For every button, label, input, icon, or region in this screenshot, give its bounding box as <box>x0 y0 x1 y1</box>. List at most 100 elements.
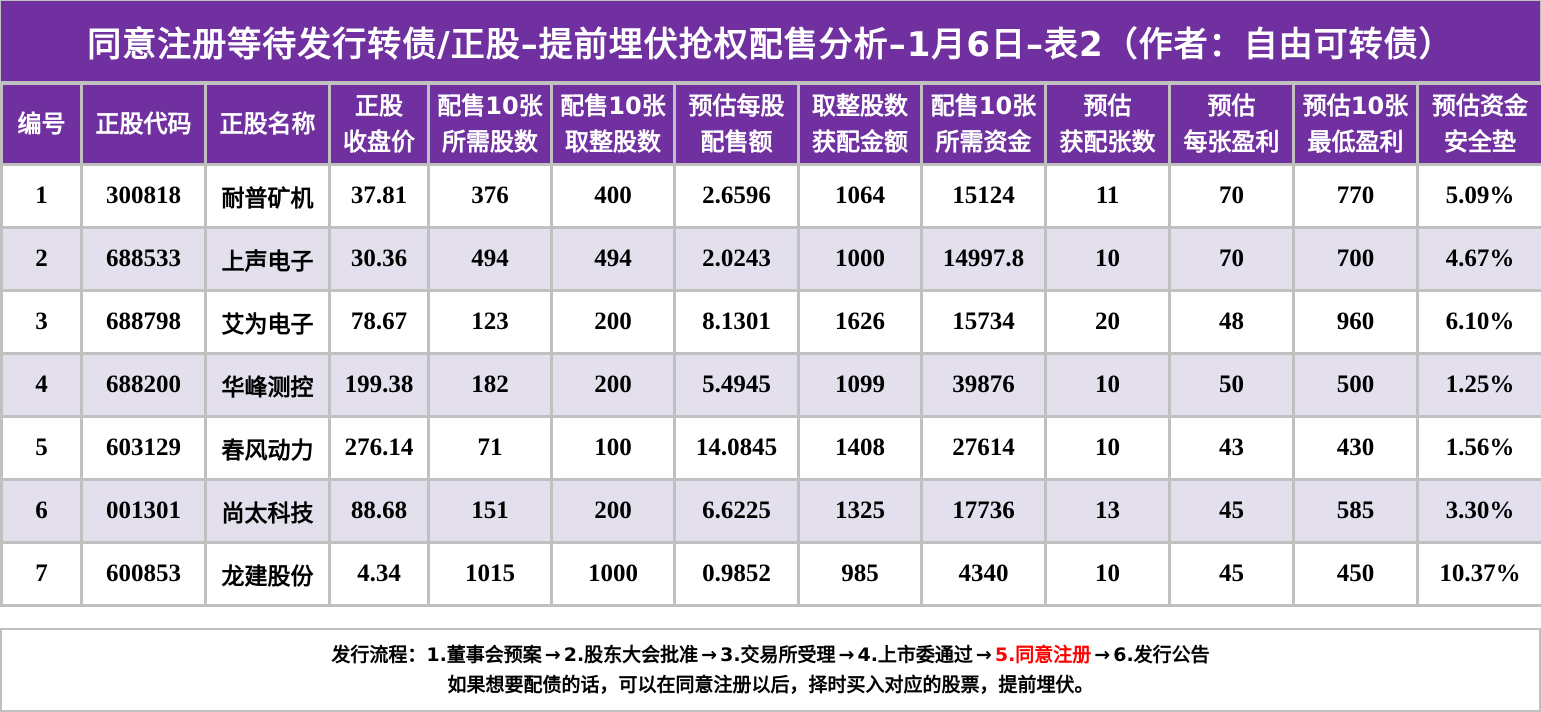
cell-stock-name: 春风动力 <box>204 415 331 481</box>
col-header-allotted-lots: 预估 获配张数 <box>1044 82 1171 166</box>
cell-rounded-shares: 200 <box>550 478 676 544</box>
cell-allotted-amount: 1408 <box>797 415 923 481</box>
cell-profit-per-lot: 43 <box>1168 415 1295 481</box>
cell-close-price: 4.34 <box>328 541 430 607</box>
cell-allotted-lots: 10 <box>1044 226 1171 292</box>
cell-stock-name: 艾为电子 <box>204 289 331 355</box>
cell-shares-needed: 1015 <box>427 541 553 607</box>
cell-allotment-per-share: 2.0243 <box>673 226 800 292</box>
header-row: 编号 正股代码 正股名称 正股 收盘价 配售10张 所需股数 配售10张 取整股数 预… <box>0 82 1541 166</box>
process-step: 4.上市委通过 <box>857 644 973 666</box>
table-row: 3 688798 艾为电子 78.67 123 200 8.1301 1626 … <box>0 289 1541 355</box>
table-row: 4 688200 华峰测控 199.38 182 200 5.4945 1099… <box>0 352 1541 418</box>
cell-rounded-shares: 200 <box>550 352 676 418</box>
cell-index: 4 <box>0 352 83 418</box>
cell-profit-per-lot: 70 <box>1168 163 1295 229</box>
cell-min-profit: 585 <box>1292 478 1419 544</box>
cell-shares-needed: 151 <box>427 478 553 544</box>
cell-allotted-lots: 10 <box>1044 352 1171 418</box>
allotment-table: 编号 正股代码 正股名称 正股 收盘价 配售10张 所需股数 配售10张 取整股数 预… <box>0 82 1541 607</box>
cell-profit-per-lot: 50 <box>1168 352 1295 418</box>
cell-safety-margin: 6.10% <box>1416 289 1541 355</box>
table-row: 7 600853 龙建股份 4.34 1015 1000 0.9852 985 … <box>0 541 1541 607</box>
cell-rounded-shares: 200 <box>550 289 676 355</box>
cell-stock-code: 688798 <box>80 289 207 355</box>
cell-stock-name: 尚太科技 <box>204 478 331 544</box>
cell-allotted-amount: 1000 <box>797 226 923 292</box>
cell-shares-needed: 71 <box>427 415 553 481</box>
col-header-allotted-amount: 取整股数 获配金额 <box>797 82 923 166</box>
table-row: 6 001301 尚太科技 88.68 151 200 6.6225 1325 … <box>0 478 1541 544</box>
cell-min-profit: 770 <box>1292 163 1419 229</box>
cell-close-price: 37.81 <box>328 163 430 229</box>
cell-capital-needed: 15124 <box>920 163 1047 229</box>
cell-stock-name: 耐普矿机 <box>204 163 331 229</box>
cell-shares-needed: 123 <box>427 289 553 355</box>
col-header-stock-code: 正股代码 <box>80 82 207 166</box>
cell-rounded-shares: 100 <box>550 415 676 481</box>
cell-index: 7 <box>0 541 83 607</box>
cell-rounded-shares: 494 <box>550 226 676 292</box>
col-header-safety-margin: 预估资金 安全垫 <box>1416 82 1541 166</box>
arrow-right-icon: → <box>544 644 561 666</box>
cell-close-price: 276.14 <box>328 415 430 481</box>
cell-allotted-amount: 985 <box>797 541 923 607</box>
cell-shares-needed: 494 <box>427 226 553 292</box>
arrow-right-icon: → <box>1094 644 1111 666</box>
cell-capital-needed: 14997.8 <box>920 226 1047 292</box>
arrow-right-icon: → <box>701 644 718 666</box>
cell-index: 1 <box>0 163 83 229</box>
cell-allotment-per-share: 5.4945 <box>673 352 800 418</box>
cell-profit-per-lot: 45 <box>1168 478 1295 544</box>
cell-close-price: 78.67 <box>328 289 430 355</box>
process-step: 1.董事会预案 <box>426 644 542 666</box>
cell-rounded-shares: 1000 <box>550 541 676 607</box>
cell-profit-per-lot: 48 <box>1168 289 1295 355</box>
cell-stock-code: 300818 <box>80 163 207 229</box>
cell-allotted-amount: 1325 <box>797 478 923 544</box>
process-step: 6.发行公告 <box>1113 644 1210 666</box>
cell-safety-margin: 1.56% <box>1416 415 1541 481</box>
cell-rounded-shares: 400 <box>550 163 676 229</box>
cell-stock-name: 华峰测控 <box>204 352 331 418</box>
col-header-profit-per-lot: 预估 每张盈利 <box>1168 82 1295 166</box>
cell-allotted-lots: 10 <box>1044 541 1171 607</box>
cell-safety-margin: 4.67% <box>1416 226 1541 292</box>
cell-capital-needed: 4340 <box>920 541 1047 607</box>
cell-index: 2 <box>0 226 83 292</box>
cell-capital-needed: 27614 <box>920 415 1047 481</box>
cell-min-profit: 960 <box>1292 289 1419 355</box>
cell-min-profit: 430 <box>1292 415 1419 481</box>
cell-allotted-amount: 1626 <box>797 289 923 355</box>
table-title: 同意注册等待发行转债/正股–提前埋伏抢权配售分析–1月6日–表2（作者：自由可转… <box>0 0 1541 82</box>
cell-close-price: 88.68 <box>328 478 430 544</box>
cell-capital-needed: 17736 <box>920 478 1047 544</box>
cell-stock-name: 龙建股份 <box>204 541 331 607</box>
col-header-rounded-shares: 配售10张 取整股数 <box>550 82 676 166</box>
process-step: 2.股东大会批准 <box>563 644 699 666</box>
cell-stock-code: 001301 <box>80 478 207 544</box>
cell-allotment-per-share: 6.6225 <box>673 478 800 544</box>
cell-capital-needed: 15734 <box>920 289 1047 355</box>
cell-index: 5 <box>0 415 83 481</box>
table-row: 1 300818 耐普矿机 37.81 376 400 2.6596 1064 … <box>0 163 1541 229</box>
cell-profit-per-lot: 70 <box>1168 226 1295 292</box>
footer-note: 发行流程：1.董事会预案 → 2.股东大会批准 → 3.交易所受理 → 4.上市委通过 → 5.… <box>0 628 1541 712</box>
col-header-index: 编号 <box>0 82 83 166</box>
footer-tip: 如果想要配债的话，可以在同意注册以后，择时买入对应的股票，提前埋伏。 <box>447 674 1094 696</box>
cell-allotment-per-share: 2.6596 <box>673 163 800 229</box>
cell-safety-margin: 1.25% <box>1416 352 1541 418</box>
cell-allotted-lots: 10 <box>1044 415 1171 481</box>
cell-shares-needed: 376 <box>427 163 553 229</box>
cell-allotted-lots: 20 <box>1044 289 1171 355</box>
col-header-capital-needed: 配售10张 所需资金 <box>920 82 1047 166</box>
cell-min-profit: 500 <box>1292 352 1419 418</box>
cell-allotment-per-share: 14.0845 <box>673 415 800 481</box>
col-header-close-price: 正股 收盘价 <box>328 82 430 166</box>
cell-min-profit: 700 <box>1292 226 1419 292</box>
cell-shares-needed: 182 <box>427 352 553 418</box>
cell-allotment-per-share: 8.1301 <box>673 289 800 355</box>
cell-stock-code: 688533 <box>80 226 207 292</box>
cell-safety-margin: 5.09% <box>1416 163 1541 229</box>
